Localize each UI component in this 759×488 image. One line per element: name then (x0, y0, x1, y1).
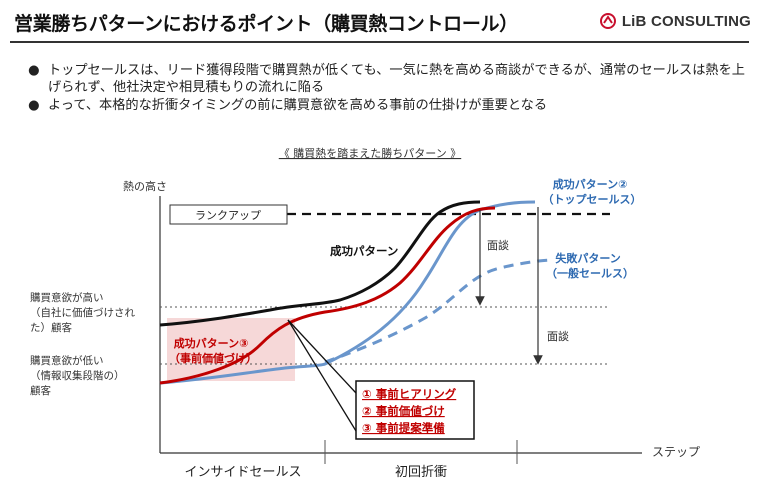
company-logo: LiB CONSULTING (599, 12, 751, 30)
bullet-text: よって、本格的な折衝タイミングの前に購買意欲を高める事前の仕掛けが重要となる (48, 98, 548, 113)
success-top-label-line: （トップセールス） (543, 192, 642, 206)
success-prevalue-pattern-label: 成功パターン③ （事前価値づけ） (169, 336, 257, 365)
low-level-label-line: 顧客 (30, 384, 51, 397)
high-level-label-line: （自社に価値づけされ (30, 306, 135, 319)
bullet-dot-icon: ● (28, 98, 40, 113)
bullet-text: トップセールスは、リード獲得段階で購買熱が低くても、一気に熱を高める商談ができる… (48, 63, 745, 95)
low-level-label-line: （情報収集段階の） (30, 369, 125, 382)
low-level-label: 購買意欲が低い （情報収集段階の） 顧客 (30, 354, 128, 397)
title-divider (10, 41, 749, 43)
pre-steps-box (355, 380, 475, 440)
x-axis-label: ステップ (652, 445, 700, 459)
low-level-label-line: 購買意欲が低い (30, 354, 104, 367)
high-level-label-line: 購買意欲が高い (30, 291, 104, 304)
negotiation-label: 面談 (547, 329, 569, 343)
failure-label-line: （一般セールス） (546, 266, 634, 280)
pointer-line (287, 319, 357, 432)
negotiation-label: 面談 (487, 238, 509, 252)
pre-step-item: ③ 事前提案準備 (362, 421, 445, 435)
success-top-pattern-label: 成功パターン② （トップセールス） (543, 177, 642, 206)
rank-up-box (169, 204, 288, 225)
success-prevalue-label-line: 成功パターン③ (174, 336, 249, 350)
phase-label-first-negotiation: 初回折衝 (395, 465, 447, 480)
lib-logo-icon (599, 13, 616, 29)
pre-step-item: ② 事前価値づけ (362, 404, 445, 418)
bullet-item: ● よって、本格的な折衝タイミングの前に購買意欲を高める事前の仕掛けが重要となる (26, 97, 746, 114)
success-pattern-line (159, 200, 481, 327)
phase-label-inside-sales: インサイドセールス (184, 465, 301, 480)
success-top-label-line: 成功パターン② (553, 177, 628, 191)
bullet-dot-icon: ● (28, 63, 40, 78)
y-axis-label: 熱の高さ (123, 179, 167, 193)
rank-up-label: ランクアップ (195, 209, 261, 222)
high-level-label: 購買意欲が高い （自社に価値づけされ た）顧客 (30, 291, 138, 334)
page-title: 営業勝ちパターンにおけるポイント（購買熱コントロール） (14, 13, 518, 35)
pointer-line (287, 319, 357, 394)
diagram-caption: 《 購買熱を踏まえた勝ちパターン 》 (279, 146, 461, 160)
success-prevalue-label-line: （事前価値づけ） (169, 351, 257, 365)
high-level-label-line: た）顧客 (30, 321, 72, 334)
bullet-list: ● トップセールスは、リード獲得段階で購買熱が低くても、一気に熱を高める商談がで… (26, 62, 746, 115)
failure-pattern-label: 失敗パターン （一般セールス） (546, 251, 634, 280)
success-pattern-label: 成功パターン (330, 244, 398, 258)
bullet-item: ● トップセールスは、リード獲得段階で購買熱が低くても、一気に熱を高める商談がで… (26, 62, 746, 96)
logo-text: LiB CONSULTING (621, 12, 751, 30)
failure-pattern-line (324, 258, 553, 364)
failure-label-line: 失敗パターン (555, 251, 620, 265)
success-prevalue-pattern-line (159, 206, 496, 385)
pre-step-item: ① 事前ヒアリング (362, 387, 457, 401)
